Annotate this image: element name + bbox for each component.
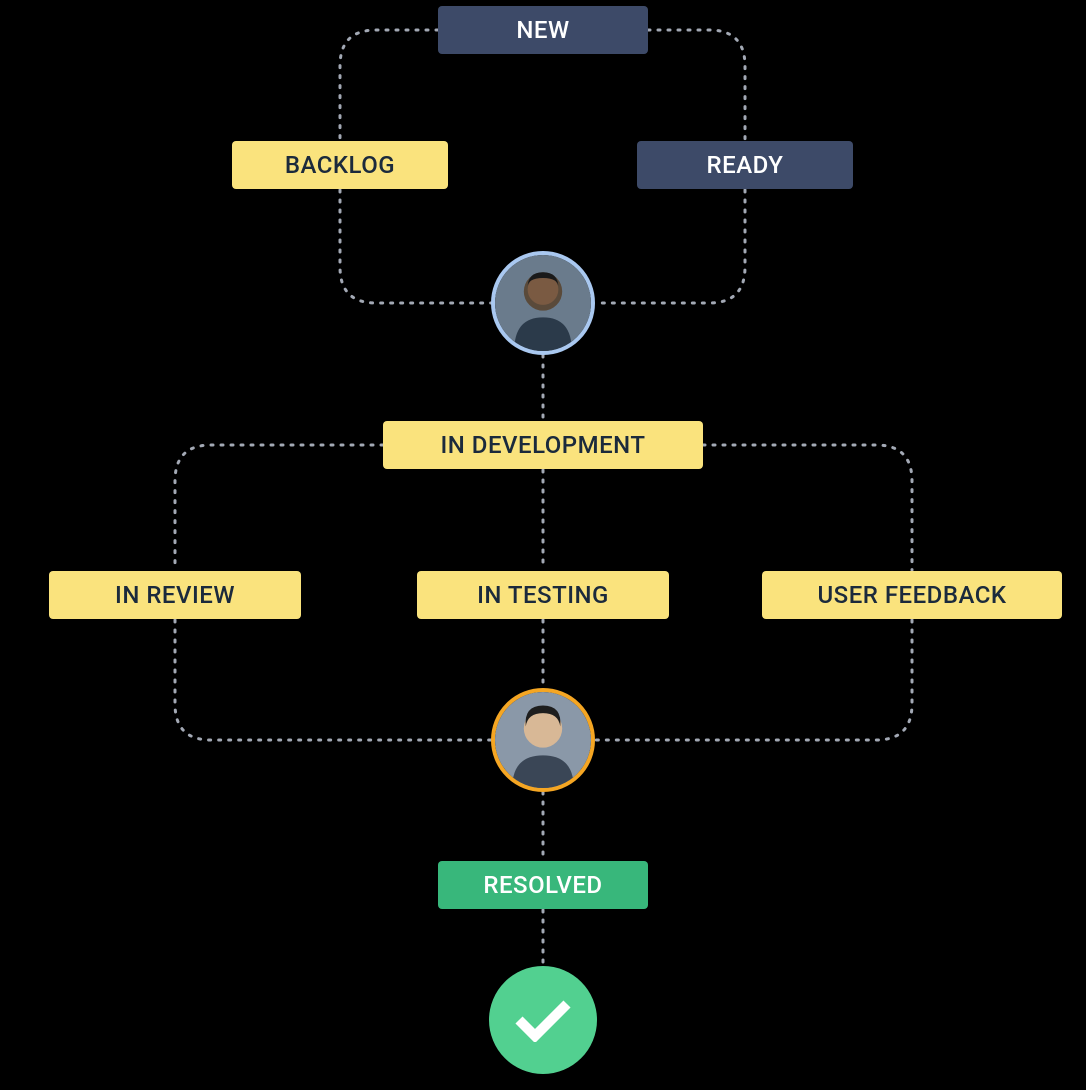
node-resolved: RESOLVED — [438, 861, 648, 909]
avatar-stage-2 — [491, 688, 595, 792]
node-backlog: BACKLOG — [232, 141, 448, 189]
avatar-icon — [495, 255, 591, 351]
node-new: NEW — [438, 6, 648, 54]
node-in-development: IN DEVELOPMENT — [383, 421, 703, 469]
node-ready: READY — [637, 141, 853, 189]
check-icon — [515, 998, 571, 1042]
node-in-review: IN REVIEW — [49, 571, 301, 619]
node-in-review-label: IN REVIEW — [115, 581, 235, 609]
connector-lines — [0, 0, 1086, 1090]
node-new-label: NEW — [516, 16, 569, 44]
node-user-feedback-label: USER FEEDBACK — [817, 581, 1006, 609]
node-ready-label: READY — [707, 151, 784, 179]
checkmark-done — [489, 966, 597, 1074]
avatar-icon — [495, 692, 591, 788]
node-in-development-label: IN DEVELOPMENT — [441, 431, 646, 459]
node-user-feedback: USER FEEDBACK — [762, 571, 1062, 619]
workflow-diagram: NEW BACKLOG READY IN DEVELOPMENT IN REVI… — [0, 0, 1086, 1090]
node-in-testing: IN TESTING — [417, 571, 669, 619]
avatar-stage-1 — [491, 251, 595, 355]
node-backlog-label: BACKLOG — [285, 151, 395, 179]
node-in-testing-label: IN TESTING — [477, 581, 609, 609]
node-resolved-label: RESOLVED — [483, 871, 602, 899]
